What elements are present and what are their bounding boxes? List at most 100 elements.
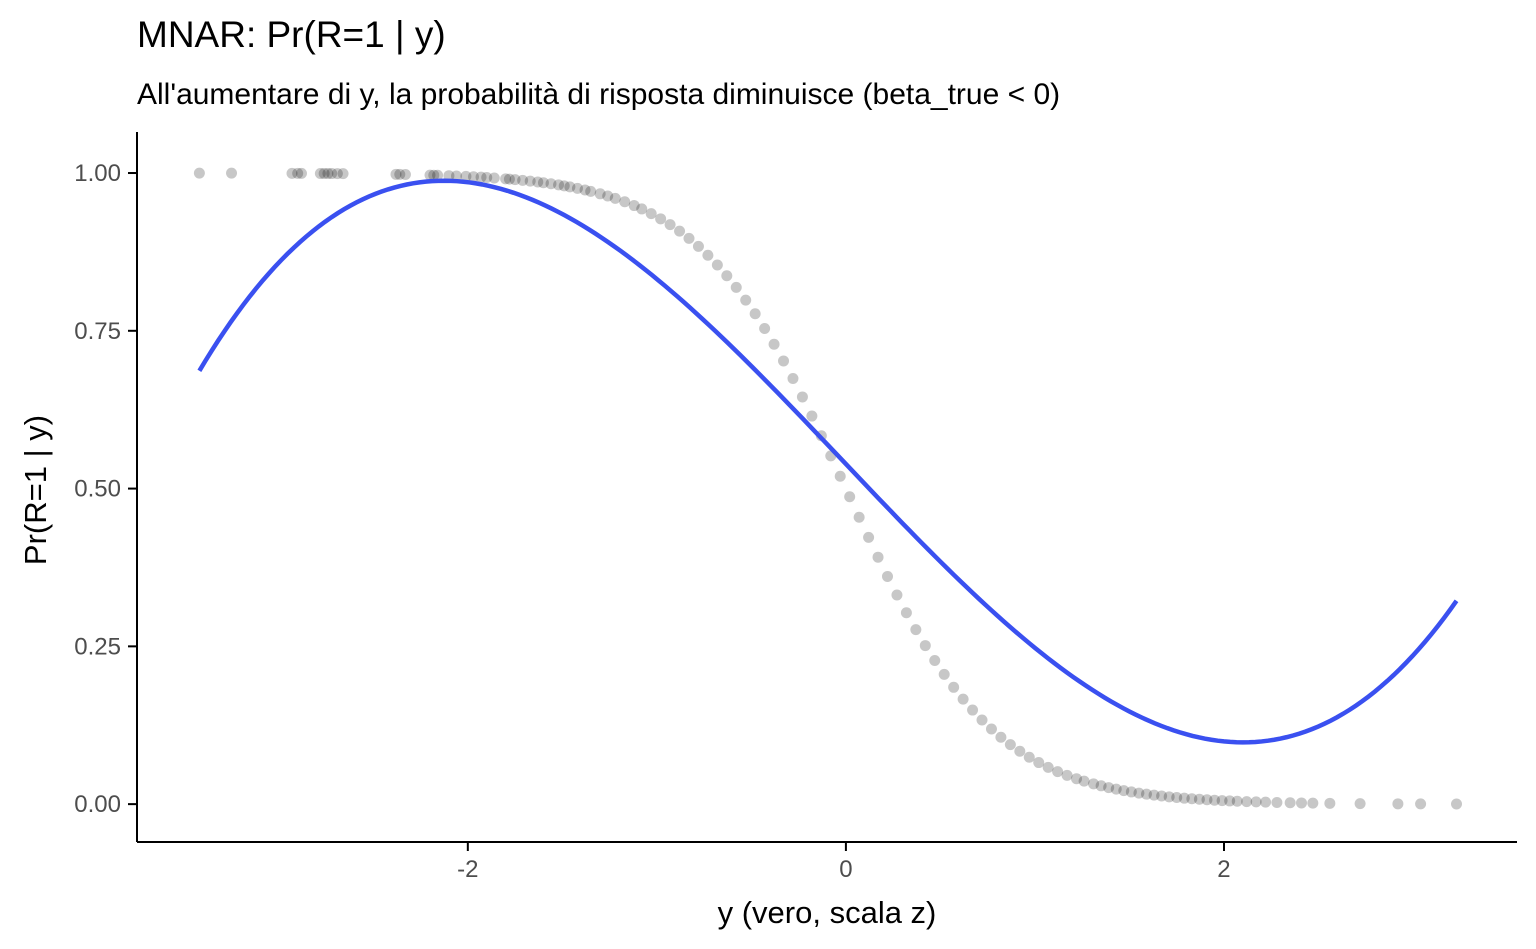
data-point <box>872 551 884 563</box>
data-point <box>1042 761 1054 773</box>
data-point <box>1250 796 1262 808</box>
data-point <box>721 270 733 282</box>
data-point <box>1103 782 1115 794</box>
data-point <box>503 173 515 185</box>
data-point <box>558 180 570 192</box>
data-point <box>564 181 576 193</box>
data-point <box>517 174 529 186</box>
data-point <box>863 531 875 543</box>
data-point <box>740 294 752 306</box>
data-point <box>628 200 640 212</box>
data-point <box>1415 798 1427 810</box>
data-point <box>768 338 780 350</box>
data-point <box>711 259 723 271</box>
data-point <box>1171 792 1183 804</box>
data-point <box>1125 786 1137 798</box>
data-point <box>585 185 597 197</box>
data-point <box>594 188 606 200</box>
data-point <box>602 190 614 202</box>
data-point <box>1071 773 1083 785</box>
data-point <box>683 232 695 244</box>
data-point <box>579 184 591 196</box>
data-point <box>286 167 298 179</box>
data-point <box>844 491 856 503</box>
data-point <box>1156 790 1168 802</box>
data-point <box>292 167 304 179</box>
data-point <box>749 308 761 320</box>
data-point <box>1118 785 1130 797</box>
data-point <box>1163 791 1175 803</box>
data-point <box>432 169 444 181</box>
data-point <box>938 668 950 680</box>
data-point <box>509 174 521 186</box>
data-point <box>881 570 893 582</box>
data-point <box>193 167 205 179</box>
data-point <box>1284 797 1296 809</box>
data-point <box>500 173 512 185</box>
data-point <box>460 170 472 182</box>
data-point <box>1088 778 1100 790</box>
data-point <box>443 170 455 182</box>
y-tick-label: 0.00 <box>74 791 121 818</box>
data-point <box>1148 789 1160 801</box>
data-point <box>645 208 657 220</box>
data-point <box>553 179 565 191</box>
data-point <box>985 723 997 735</box>
data-point <box>957 693 969 705</box>
scatter-points <box>193 167 1463 810</box>
fit-curve-layer <box>197 178 1459 745</box>
data-point <box>326 168 338 180</box>
data-point <box>295 167 307 179</box>
data-point <box>674 225 686 237</box>
data-point <box>853 511 865 523</box>
data-point <box>337 168 349 180</box>
data-point <box>609 192 621 204</box>
data-point <box>1295 797 1307 809</box>
data-point <box>976 714 988 726</box>
data-point <box>524 175 536 187</box>
data-point <box>929 655 941 666</box>
data-point <box>1004 739 1016 751</box>
data-point <box>1140 788 1152 800</box>
data-point <box>900 607 912 619</box>
data-point <box>537 177 549 189</box>
data-point <box>1241 796 1253 808</box>
data-point <box>1224 795 1236 807</box>
data-point <box>467 171 479 183</box>
data-point <box>424 169 436 181</box>
data-point <box>322 168 334 180</box>
data-point <box>1095 780 1107 792</box>
x-axis-label: y (vero, scala z) <box>718 895 937 930</box>
data-point <box>488 172 500 184</box>
data-point <box>1133 787 1145 799</box>
data-point <box>481 172 493 184</box>
y-tick-label: 0.25 <box>74 633 121 660</box>
data-point <box>1023 751 1035 763</box>
y-tick-label: 0.50 <box>74 476 121 503</box>
y-tick-label: 0.75 <box>74 318 121 345</box>
data-point <box>1014 745 1026 757</box>
data-point <box>390 168 402 180</box>
data-point <box>399 168 411 180</box>
data-point <box>394 168 406 180</box>
data-point <box>1216 795 1228 807</box>
data-point <box>450 170 462 182</box>
data-point <box>318 168 330 179</box>
chart-subtitle: All'aumentare di y, la probabilità di ri… <box>137 78 1061 111</box>
data-point <box>1231 795 1243 807</box>
data-point <box>1186 793 1198 805</box>
data-point <box>910 624 922 636</box>
x-axis-ticks: -2 0 2 <box>457 842 1231 883</box>
data-point <box>1307 797 1319 809</box>
data-point <box>1078 775 1090 787</box>
fit-curve-0 <box>197 178 1459 745</box>
data-point <box>1209 794 1221 806</box>
data-point <box>806 410 818 422</box>
data-point <box>1354 798 1366 810</box>
data-point <box>1201 794 1213 806</box>
x-tick-label: 2 <box>1217 856 1230 883</box>
data-point <box>948 681 960 693</box>
data-point <box>1392 798 1404 810</box>
data-point <box>1110 783 1122 795</box>
